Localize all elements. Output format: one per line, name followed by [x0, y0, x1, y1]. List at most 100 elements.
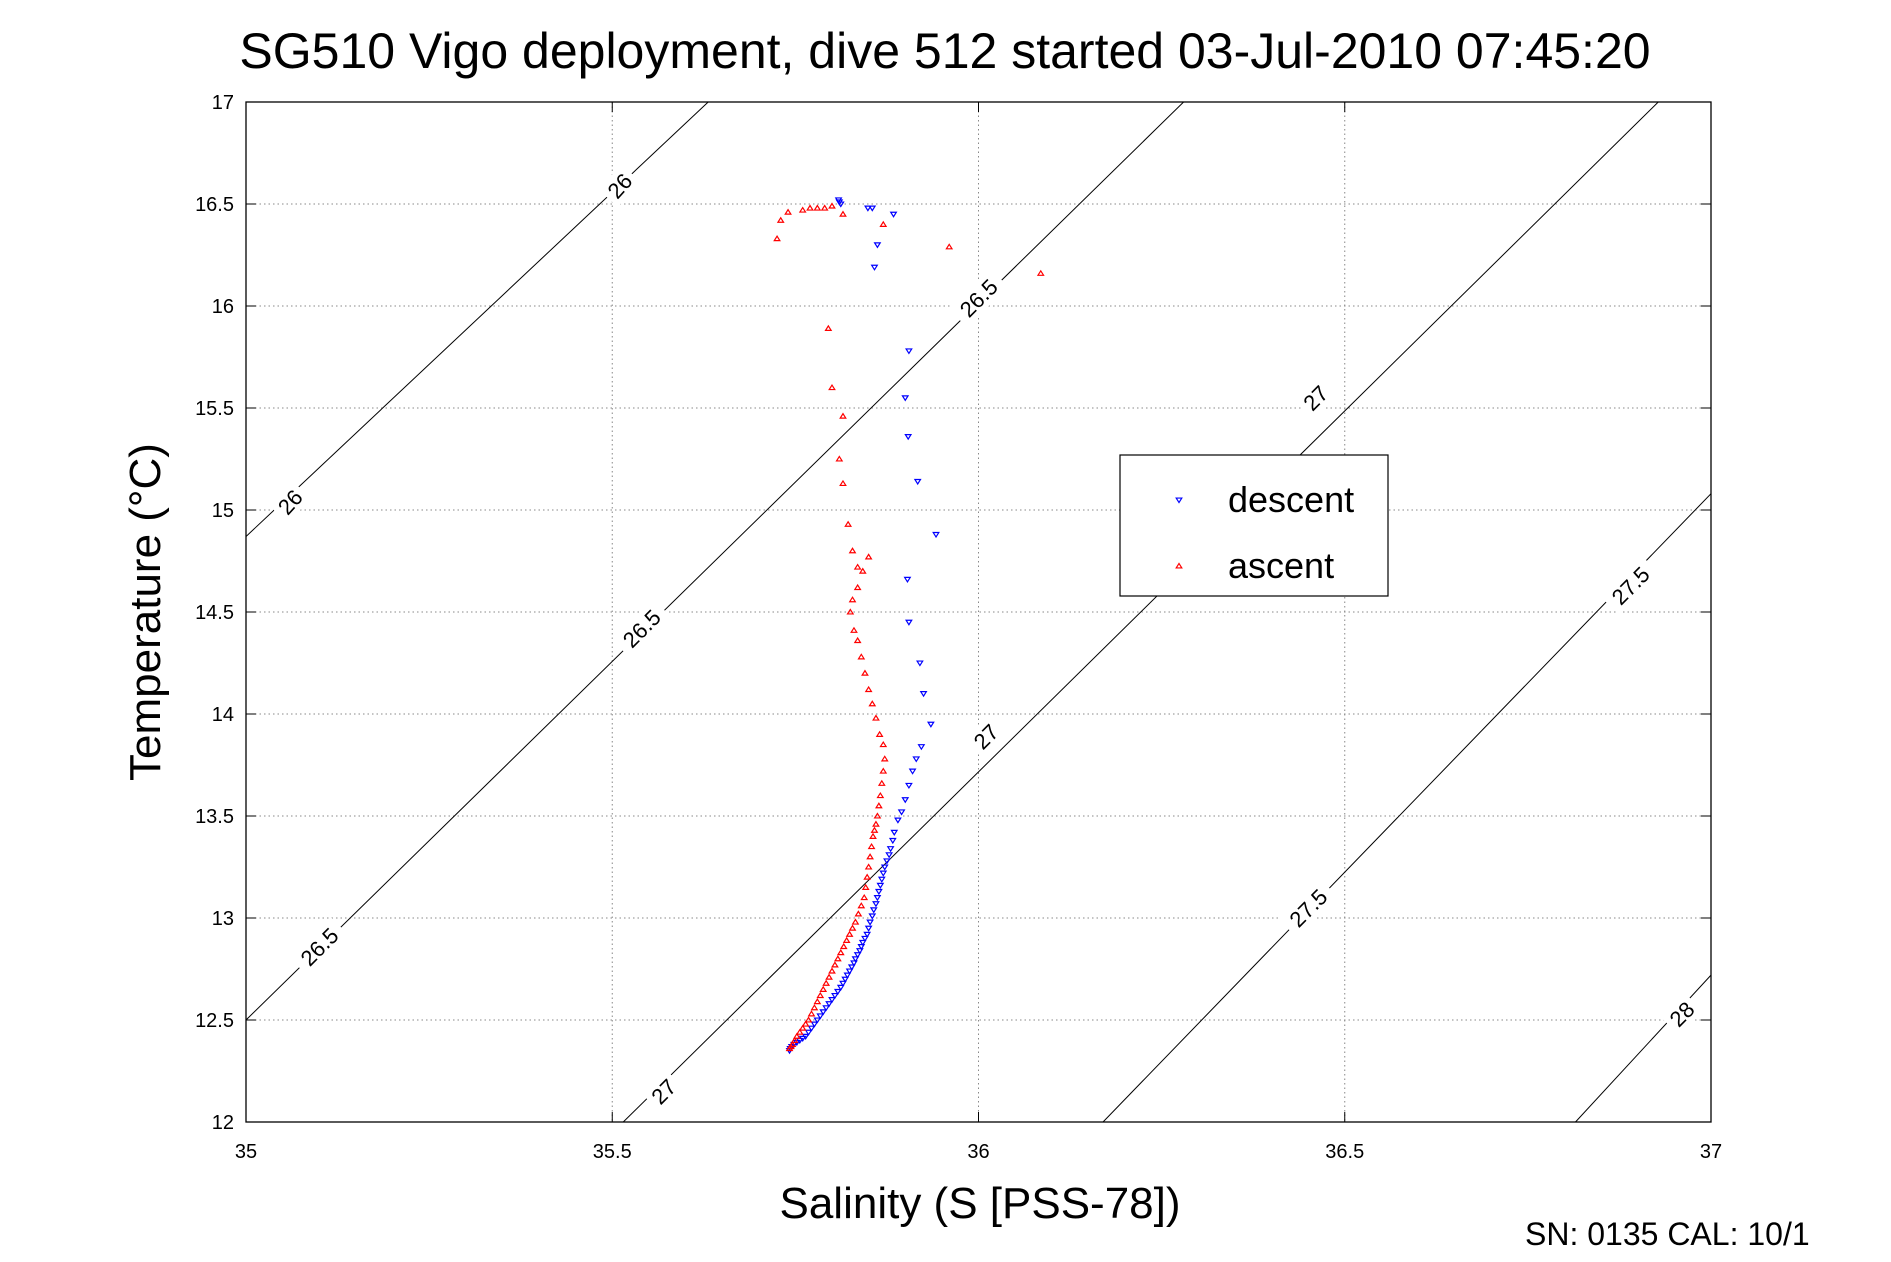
- ascent-point-46: [863, 873, 872, 880]
- ascent-point-55: [839, 942, 848, 950]
- footer-serial-calibration: SN: 0135 CAL: 10/1: [1525, 1216, 1810, 1252]
- ascent-point-57: [833, 955, 842, 962]
- ascent-point-53: [845, 930, 854, 937]
- x-tick-label-2: 36: [967, 1141, 989, 1163]
- contour-label-bg-0: [598, 164, 641, 207]
- ascent-point-65: [810, 1004, 819, 1011]
- x-tick-label-3: 36.5: [1325, 1141, 1364, 1163]
- ascent-point-34: [880, 755, 889, 762]
- chart-title: SG510 Vigo deployment, dive 512 started …: [239, 23, 1650, 79]
- ascent-point-47: [861, 883, 870, 890]
- ascent-point-43: [867, 842, 876, 850]
- ascent-point-37: [876, 791, 885, 799]
- descent-point-50: [845, 968, 854, 975]
- ascent-point-17: [844, 520, 852, 527]
- ascent-point-24: [846, 608, 855, 615]
- contour-line-4: [1575, 974, 1711, 1122]
- descent-point-56: [831, 992, 839, 1000]
- y-tick-label-6: 15: [212, 500, 234, 522]
- descent-point-48: [850, 960, 858, 967]
- ascent-point-11: [1036, 269, 1045, 276]
- descent-point-41: [863, 931, 872, 938]
- ascent-point-44: [866, 853, 874, 860]
- y-tick-label-1: 12.5: [195, 1010, 234, 1032]
- ascent-point-50: [854, 910, 863, 917]
- ascent-point-25: [850, 626, 858, 633]
- descent-point-20: [908, 768, 917, 775]
- ascent-point-21: [864, 553, 873, 560]
- descent-point-54: [836, 984, 845, 992]
- descent-point-13: [903, 576, 912, 584]
- contour-label-bg-2: [948, 268, 1009, 328]
- contour-label-bg-6: [964, 715, 1008, 758]
- descent-point-62: [813, 1017, 822, 1024]
- descent-point-35: [873, 895, 882, 902]
- descent-point-17: [927, 721, 935, 728]
- ascent-point-58: [831, 961, 839, 968]
- ascent-point-8: [839, 210, 847, 217]
- descent-point-60: [819, 1009, 828, 1016]
- ascent-point-7: [828, 202, 836, 209]
- descent-point-27: [886, 846, 895, 853]
- series-ascent: [773, 202, 1045, 1052]
- descent-point-43: [858, 939, 867, 947]
- contour-label-bg-5: [1294, 376, 1337, 420]
- ascent-point-4: [806, 204, 814, 211]
- x-axis-label: Salinity (S [PSS-78]): [779, 1179, 1180, 1228]
- descent-point-49: [847, 964, 856, 971]
- contour-label-bg-4: [289, 916, 349, 977]
- ascent-point-68: [801, 1020, 810, 1027]
- descent-point-52: [841, 976, 850, 983]
- ascent-point-67: [804, 1016, 813, 1023]
- ascent-point-60: [825, 973, 833, 980]
- descent-point-28: [885, 852, 894, 859]
- descent-point-61: [816, 1013, 825, 1020]
- ascent-point-72: [790, 1036, 799, 1043]
- descent-point-31: [879, 870, 888, 877]
- ascent-point-38: [874, 802, 883, 809]
- contour-label-bg-1: [268, 480, 311, 524]
- descent-point-51: [843, 972, 852, 979]
- descent-point-11: [913, 478, 922, 486]
- ascent-point-62: [819, 985, 828, 992]
- contour-label-7: 27: [646, 1074, 681, 1109]
- contour-label-bg-3: [611, 598, 672, 659]
- descent-point-25: [890, 829, 899, 836]
- descent-point-23: [897, 809, 906, 816]
- contour-label-bg-10: [1660, 992, 1703, 1036]
- y-tick-label-5: 14.5: [195, 602, 234, 624]
- descent-point-39: [866, 919, 874, 926]
- descent-point-34: [874, 888, 883, 896]
- legend-marker-descent: [1175, 497, 1183, 504]
- grid-lines: [245, 101, 1712, 1123]
- ascent-point-41: [870, 826, 879, 833]
- y-tick-label-8: 16: [212, 296, 234, 318]
- x-tick-label-4: 37: [1700, 1141, 1722, 1163]
- x-tick-label-0: 35: [235, 1141, 257, 1163]
- ascent-point-16: [839, 479, 847, 487]
- ascent-point-1: [776, 216, 785, 223]
- y-tick-label-9: 16.5: [195, 194, 234, 216]
- ascent-point-52: [848, 924, 857, 931]
- ascent-point-26: [853, 636, 862, 644]
- ascent-point-71: [792, 1032, 801, 1039]
- descent-point-38: [868, 913, 877, 920]
- contour-label-bg-7: [642, 1070, 685, 1113]
- descent-point-19: [912, 756, 921, 763]
- descent-point-6: [873, 242, 882, 249]
- ascent-point-20: [858, 567, 867, 574]
- contour-label-5: 27: [1298, 381, 1333, 416]
- descent-point-59: [822, 1005, 831, 1012]
- contour-label-6: 27: [969, 719, 1004, 754]
- descent-point-30: [880, 864, 889, 871]
- contour-line-1: [246, 102, 1184, 1021]
- descent-point-16: [919, 691, 928, 698]
- descent-point-32: [877, 876, 886, 883]
- contour-line-0: [246, 102, 709, 537]
- y-tick-label-3: 13.5: [195, 806, 234, 828]
- descent-point-4: [868, 205, 877, 212]
- ascent-point-19: [853, 563, 862, 570]
- legend-label-ascent: ascent: [1228, 545, 1334, 586]
- tick-labels: 35 35.5 36 36.5 37 12 12.5 13 13.5 14 14.5 15 15.5 16…: [195, 92, 1722, 1163]
